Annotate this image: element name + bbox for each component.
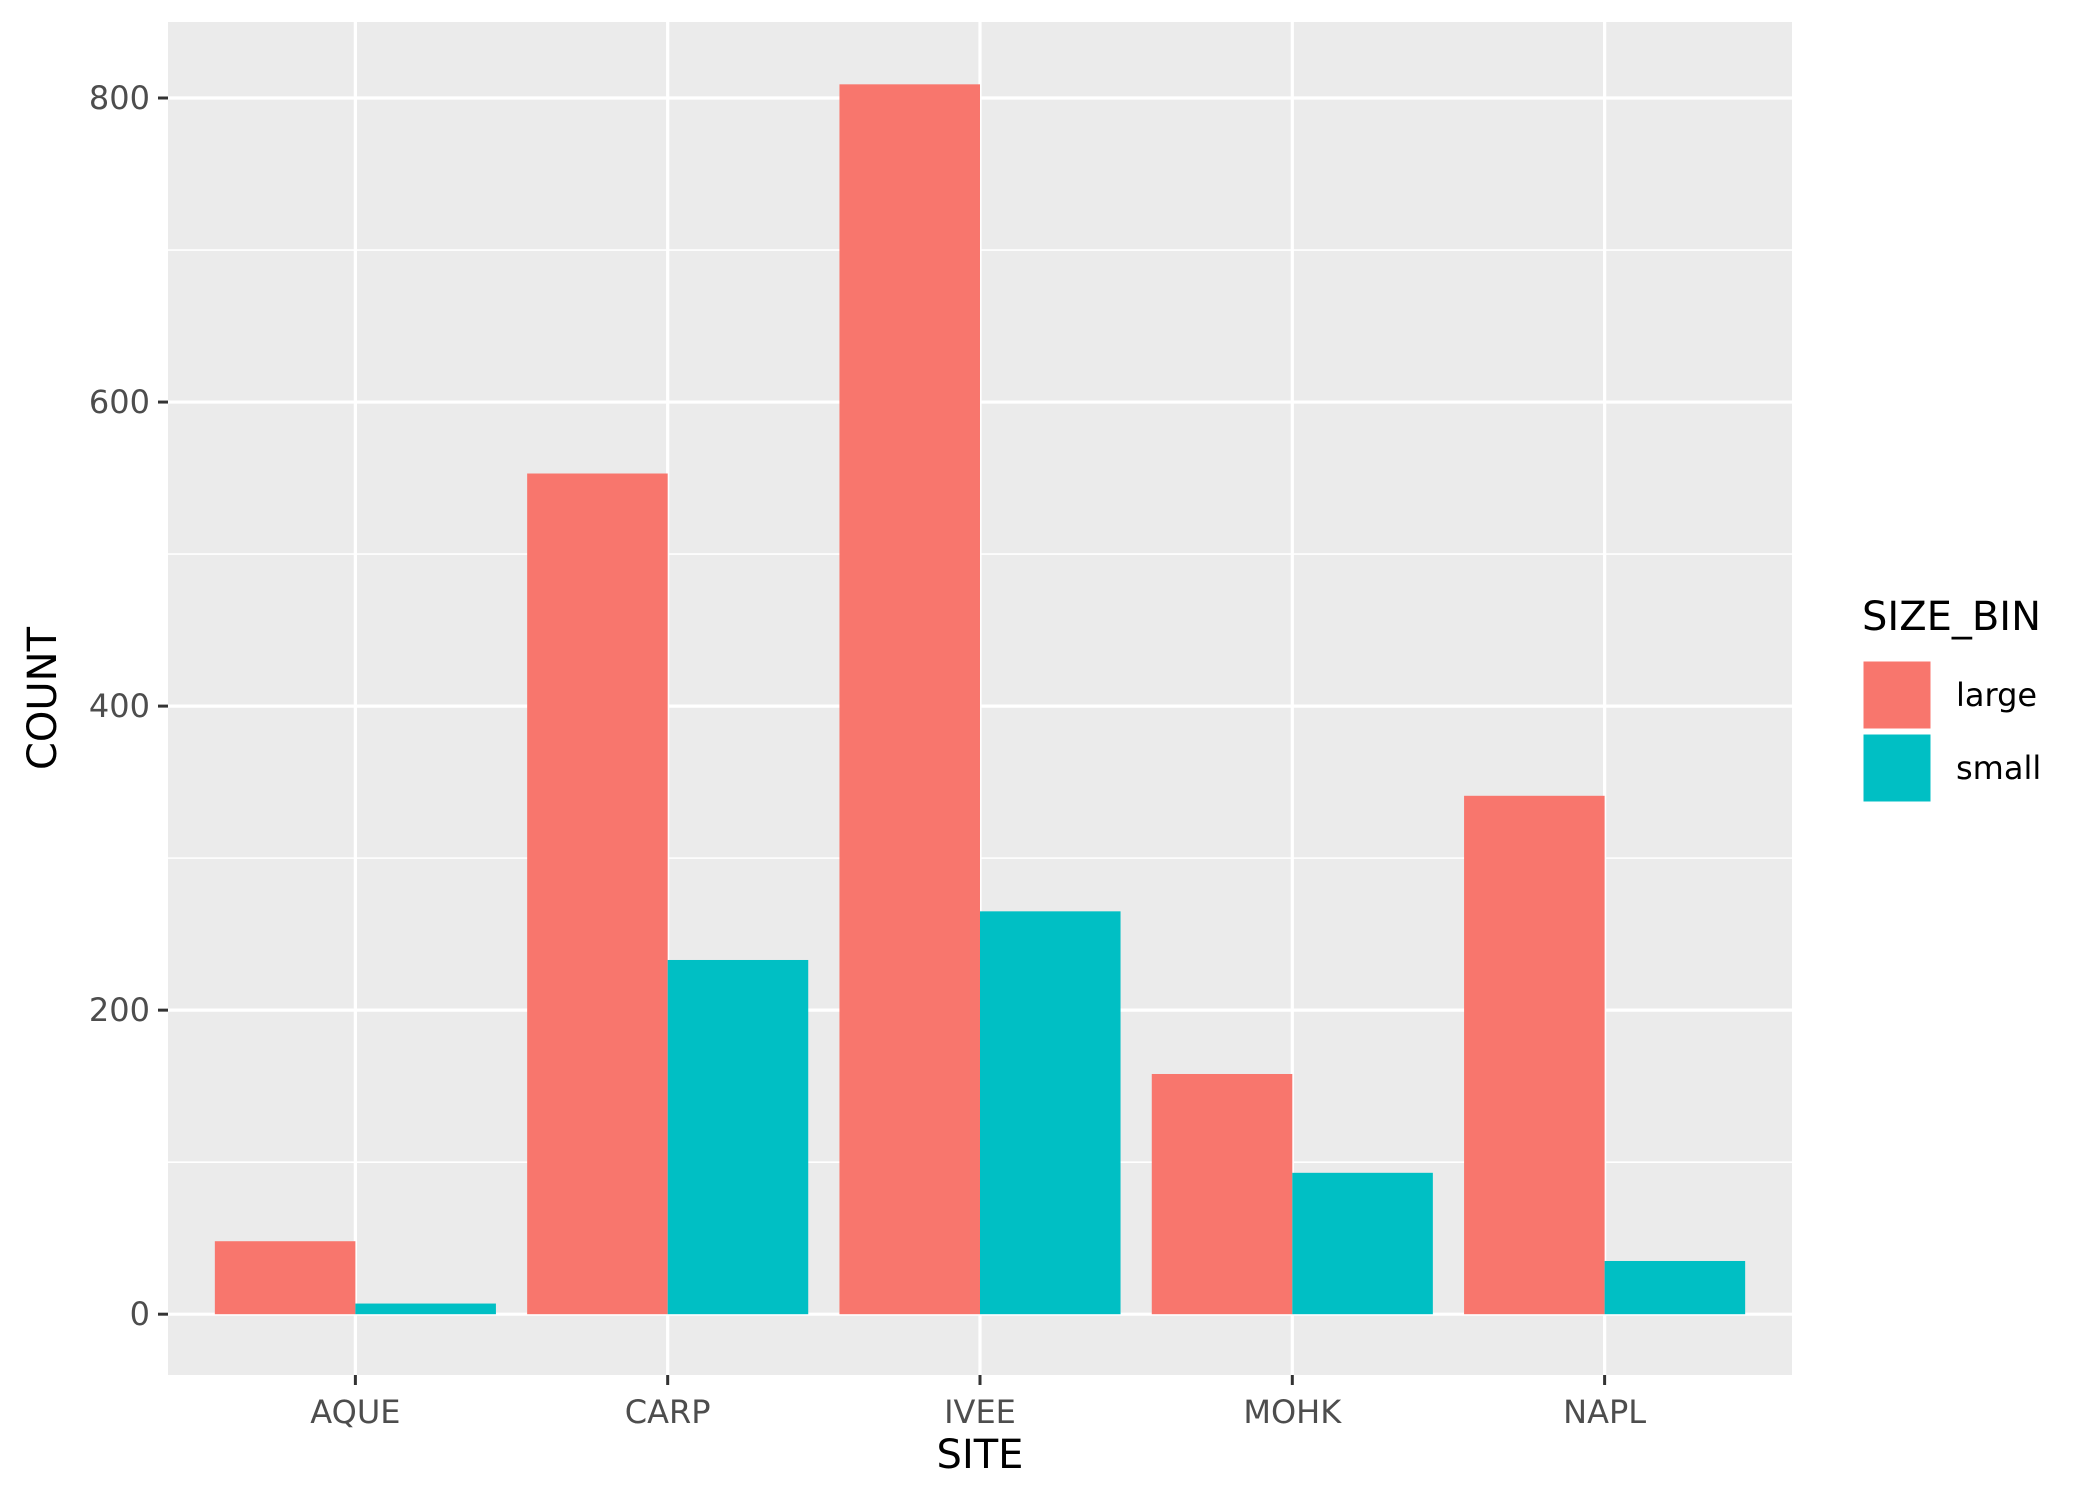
bar-napl-small [1604,1260,1746,1315]
x-axis-title: SITE [937,1432,1024,1478]
bar-carp-large [527,473,668,1315]
bar-aque-large [214,1241,356,1315]
y-axis: 0 200 400 600 800 [89,79,168,1333]
y-tick-label: 800 [89,79,150,117]
y-axis-title: COUNT [20,626,66,770]
y-tick-label: 0 [130,1295,150,1333]
x-tick-label: AQUE [310,1393,400,1431]
y-tick-label: 200 [89,991,150,1029]
bar-aque-small [355,1303,496,1315]
legend-swatch-small [1860,731,1934,805]
x-tick-label: CARP [625,1393,711,1431]
y-tick-label: 600 [89,383,150,421]
legend-label-small: small [1956,749,2041,787]
bar-mohk-large [1151,1073,1293,1315]
x-axis: AQUE CARP IVEE MOHK NAPL [310,1375,1646,1431]
bar-ivee-small [980,911,1121,1315]
bar-napl-large [1464,795,1605,1315]
bar-carp-small [667,959,809,1315]
legend-label-large: large [1956,676,2037,714]
legend-title: SIZE_BIN [1862,594,2041,640]
x-tick-label: MOHK [1243,1393,1342,1431]
legend: SIZE_BIN large small [1860,594,2041,805]
bar-mohk-small [1292,1172,1433,1315]
x-tick-label: IVEE [944,1393,1016,1431]
legend-swatch-large [1860,658,1934,732]
x-tick-label: NAPL [1563,1393,1646,1431]
y-tick-label: 400 [89,687,150,725]
bar-ivee-large [839,84,980,1315]
bars [214,84,1746,1315]
